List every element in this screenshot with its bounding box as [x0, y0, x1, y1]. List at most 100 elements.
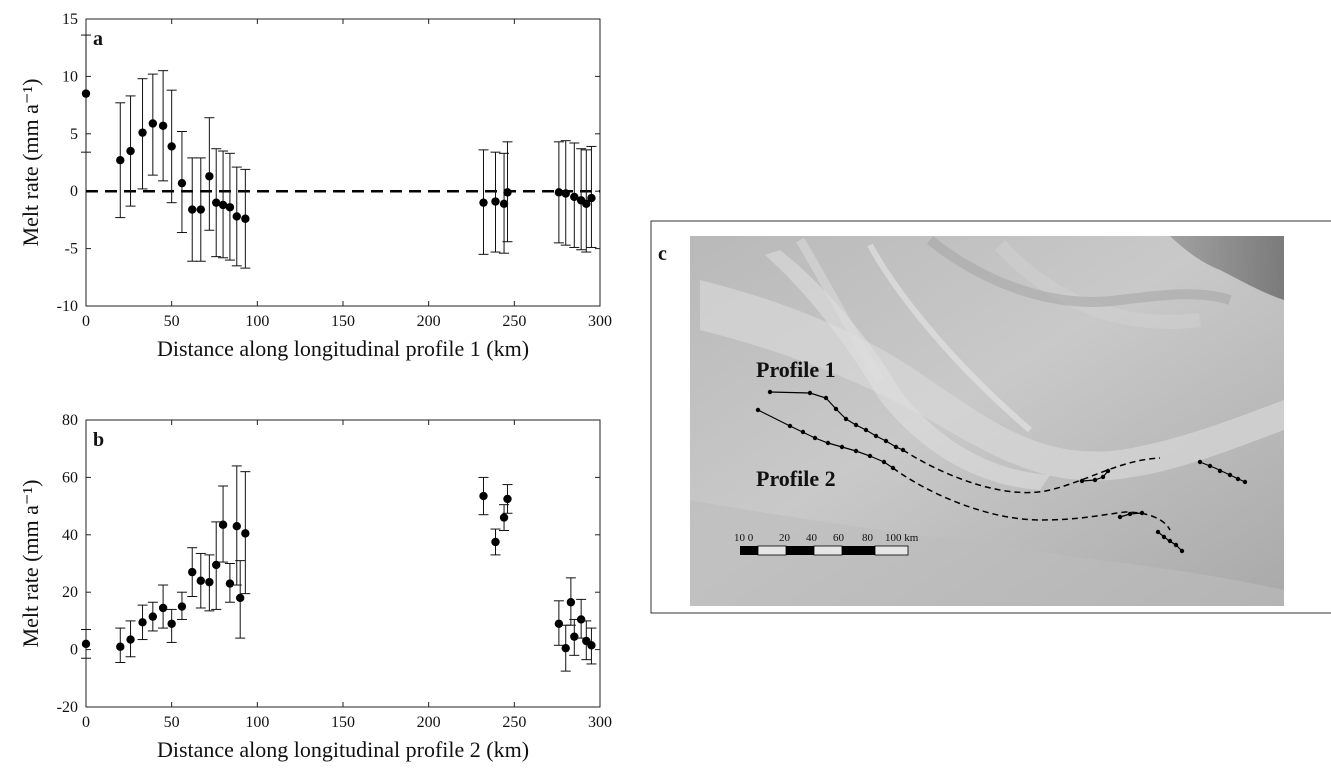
data-point — [205, 577, 214, 587]
data-point — [499, 513, 509, 522]
data-point — [196, 576, 205, 585]
profile-2-label: Profile 2 — [756, 466, 836, 491]
data-point — [491, 197, 500, 206]
panel-label: b — [93, 429, 104, 451]
x-axis-label: Distance along longitudinal profile 2 (k… — [157, 737, 529, 762]
profile-1-point — [1227, 472, 1233, 478]
profile-2-point — [812, 435, 818, 441]
y-tick-label: -5 — [65, 241, 78, 258]
x-tick-label: 300 — [588, 714, 612, 731]
data-point — [503, 188, 512, 197]
data-point — [167, 619, 176, 628]
data-point — [138, 128, 147, 137]
y-tick-label: 0 — [70, 642, 78, 659]
y-tick-label: 80 — [62, 412, 78, 429]
scale-label-0: 10 0 — [734, 532, 754, 544]
profile-2-point — [1139, 510, 1145, 516]
lower-shelf — [690, 500, 1284, 606]
x-axis-label: Distance along longitudinal profile 1 (k… — [157, 336, 529, 361]
profile-1-point — [1079, 478, 1085, 484]
profile-1-point — [883, 438, 889, 444]
data-point — [236, 593, 245, 603]
data-point — [126, 146, 135, 156]
profile-1-point — [1207, 463, 1213, 469]
data-point — [188, 567, 197, 577]
data-point — [576, 615, 586, 624]
data-point — [116, 156, 125, 165]
profile-2-point — [800, 429, 806, 435]
profile-2-point — [1173, 542, 1179, 548]
data-point — [232, 521, 241, 531]
profile-1-point — [1197, 459, 1203, 465]
profile-2-point — [755, 407, 761, 413]
profile-1-label: Profile 1 — [756, 357, 836, 382]
y-tick-label: 15 — [62, 11, 78, 28]
profile-1-point — [833, 406, 839, 412]
profile-2-point — [1117, 514, 1123, 520]
profile-2-point — [1127, 511, 1133, 517]
profile-2-point — [890, 465, 896, 471]
data-point — [570, 632, 579, 641]
x-tick-label: 50 — [164, 313, 180, 330]
data-point — [205, 172, 214, 181]
data-point — [232, 212, 241, 221]
y-axis-label: Melt rate (mm a⁻¹) — [18, 480, 43, 648]
y-tick-label: -10 — [57, 298, 78, 315]
data-point — [587, 193, 596, 203]
x-tick-label: 200 — [417, 313, 441, 330]
profile-1-point — [873, 433, 879, 439]
y-tick-label: 10 — [62, 68, 78, 85]
data-point — [126, 635, 135, 644]
panel-c-label: c — [658, 243, 667, 265]
data-point — [138, 618, 147, 627]
profile-1-point — [823, 395, 829, 401]
data-point — [554, 188, 564, 197]
y-tick-label: 0 — [70, 183, 78, 200]
y-axis-label: Melt rate (mm a⁻¹) — [18, 79, 43, 247]
profile-1-point — [1100, 474, 1106, 480]
profile-2-point — [1155, 529, 1161, 535]
x-tick-label: 250 — [502, 714, 526, 731]
data-point — [587, 641, 596, 650]
y-tick-label: 5 — [70, 126, 78, 143]
profile-2-points — [755, 407, 1185, 554]
x-tick-label: 100 — [245, 313, 269, 330]
profile-2-point — [825, 440, 831, 446]
profile-1-point — [1235, 476, 1241, 482]
profile-1-point — [767, 389, 773, 395]
x-tick-label: 200 — [417, 714, 441, 731]
data-point — [218, 200, 228, 210]
data-point — [554, 619, 564, 628]
profile-1-points — [767, 389, 1248, 485]
profile-1-point — [893, 444, 899, 450]
y-tick-label: 60 — [62, 469, 78, 486]
rock-outcrop — [1170, 236, 1284, 300]
x-tick-label: 0 — [82, 313, 90, 330]
profile-1-point — [807, 390, 813, 396]
x-tick-label: 300 — [588, 313, 612, 330]
data-point — [81, 639, 91, 649]
x-tick-label: 50 — [164, 714, 180, 731]
profile-1-point — [853, 422, 859, 428]
profile-1-point — [863, 427, 869, 433]
scale-label-100: 100 km — [885, 532, 919, 544]
glacier-band-light — [700, 280, 1284, 481]
profile-2-point — [1179, 548, 1185, 554]
profile-2-point — [787, 423, 793, 429]
scale-label-60: 60 — [833, 532, 845, 544]
y-tick-label: 20 — [62, 584, 78, 601]
profile-2-point — [1161, 534, 1167, 540]
data-point — [561, 643, 570, 653]
map-panel-c: c Profile 1 Profile 2 10 0 20 40 60 80 1… — [650, 220, 1331, 614]
x-tick-label: 0 — [82, 714, 90, 731]
profile-2-point — [853, 448, 859, 454]
scale-label-40: 40 — [806, 532, 818, 544]
plot-frame — [85, 419, 601, 708]
profile-2-point — [867, 453, 873, 459]
data-point — [188, 205, 197, 214]
data-point — [177, 602, 187, 611]
profile-1-point — [900, 447, 906, 453]
data-point — [491, 537, 500, 547]
